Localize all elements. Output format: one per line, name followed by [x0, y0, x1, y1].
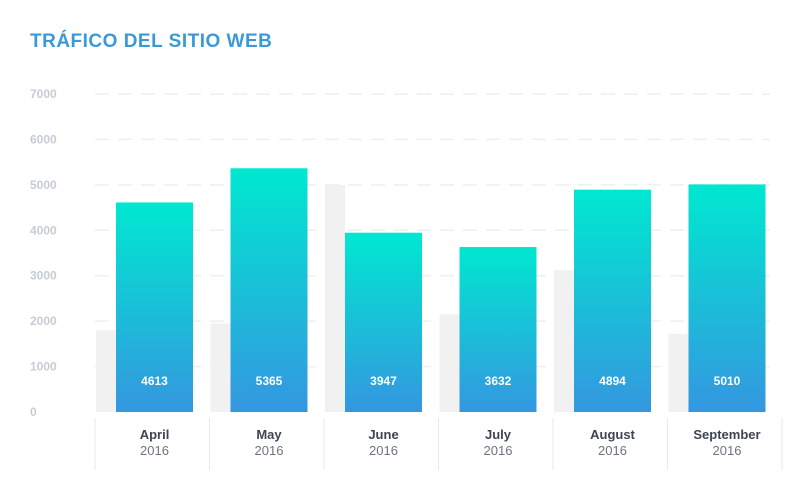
bar — [116, 202, 193, 412]
x-tick-year: 2016 — [713, 443, 742, 458]
y-tick-label: 4000 — [30, 223, 57, 237]
y-tick-label: 0 — [30, 405, 37, 419]
y-tick-label: 3000 — [30, 269, 57, 283]
gridlines — [95, 93, 770, 368]
x-tick-month: August — [590, 427, 635, 442]
y-axis: 0 1000 2000 3000 4000 5000 6000 7000 — [30, 87, 57, 419]
y-tick-label: 6000 — [30, 132, 57, 146]
x-tick-year: 2016 — [140, 443, 169, 458]
bar — [459, 247, 537, 412]
y-tick-label: 5000 — [30, 178, 57, 192]
bar-value-label: 3632 — [485, 374, 512, 388]
bar-value-label: 3947 — [370, 374, 397, 388]
bar-value-label: 5365 — [256, 374, 283, 388]
bar-value-label: 4613 — [141, 374, 168, 388]
x-tick-month: April — [140, 427, 170, 442]
background-bar — [668, 333, 689, 412]
background-bar — [210, 323, 231, 412]
x-tick-month: June — [368, 427, 398, 442]
bar — [574, 189, 651, 412]
x-axis: April2016May2016June2016July2016August20… — [94, 418, 783, 470]
bar-value-label: 4894 — [599, 374, 626, 388]
bar — [230, 168, 308, 412]
bar — [345, 232, 422, 412]
bars — [116, 168, 766, 412]
chart-title: TRÁFICO DEL SITIO WEB — [30, 31, 273, 52]
background-bars — [96, 184, 689, 412]
x-tick-month: July — [485, 427, 512, 442]
background-bar — [325, 184, 345, 412]
x-tick-month: May — [256, 427, 282, 442]
x-tick-year: 2016 — [598, 443, 627, 458]
bar — [688, 184, 766, 412]
background-bar — [554, 270, 574, 412]
background-bar — [96, 330, 116, 412]
bar-value-label: 5010 — [714, 374, 741, 388]
x-tick-year: 2016 — [369, 443, 398, 458]
x-tick-year: 2016 — [484, 443, 513, 458]
data-labels: 4613 5365 3947 3632 4894 5010 — [141, 374, 741, 388]
background-bar — [439, 314, 460, 412]
x-tick-year: 2016 — [255, 443, 284, 458]
y-tick-label: 2000 — [30, 314, 57, 328]
y-tick-label: 7000 — [30, 87, 57, 101]
y-tick-label: 1000 — [30, 360, 57, 374]
x-tick-month: September — [693, 427, 760, 442]
